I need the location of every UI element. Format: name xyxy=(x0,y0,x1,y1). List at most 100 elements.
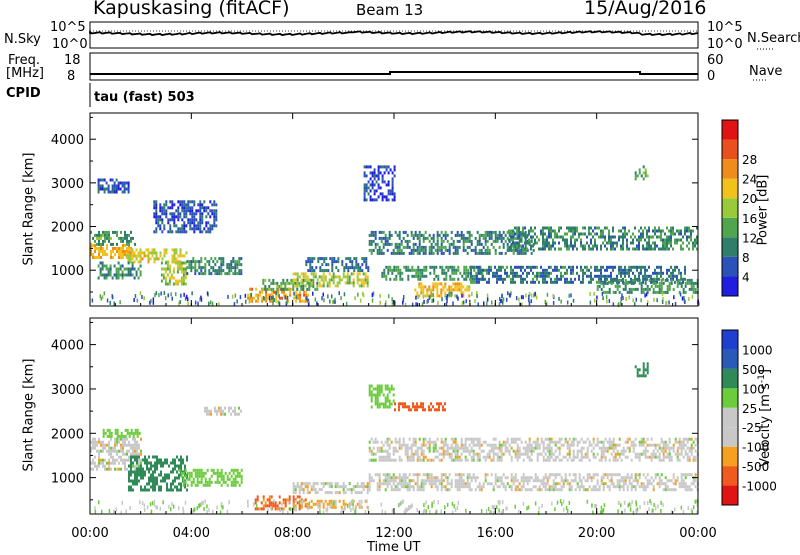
power-cell xyxy=(598,275,600,278)
velocity-cell xyxy=(535,444,537,447)
velocity-cell xyxy=(495,447,497,450)
power-cell xyxy=(132,274,134,277)
power-cell xyxy=(286,282,288,285)
power-cell xyxy=(212,269,214,272)
power-cell xyxy=(347,278,349,281)
power-cell xyxy=(349,281,351,284)
power-cell xyxy=(401,278,403,281)
velocity-cell xyxy=(499,485,501,488)
power-cell xyxy=(180,254,182,257)
power-cell xyxy=(122,185,124,188)
velocity-cell xyxy=(617,482,619,485)
velocity-cell xyxy=(387,485,389,488)
power-region xyxy=(381,266,483,281)
power-cell xyxy=(216,269,218,272)
power-cell xyxy=(632,248,634,251)
power-cell xyxy=(513,249,515,252)
velocity-cell xyxy=(639,485,641,488)
velocity-cell xyxy=(639,459,641,462)
velocity-cell xyxy=(146,468,148,471)
power-cell xyxy=(637,288,639,291)
power-cell xyxy=(672,233,674,236)
power-cell xyxy=(104,240,106,243)
power-cell xyxy=(429,234,431,237)
velocity-cell xyxy=(687,441,689,444)
velocity-cell xyxy=(523,485,525,488)
power-cell xyxy=(379,231,381,234)
velocity-cell xyxy=(515,473,517,476)
velocity-cell xyxy=(126,453,128,456)
velocity-cell xyxy=(233,469,235,472)
power-cell xyxy=(634,236,636,239)
power-cell xyxy=(417,252,419,255)
velocity-cell xyxy=(595,456,597,459)
velocity-cell xyxy=(329,485,331,488)
velocity-cell xyxy=(637,473,639,476)
velocity-cell xyxy=(405,450,407,453)
velocity-cell xyxy=(180,456,182,459)
power-cell xyxy=(662,230,664,233)
power-cell xyxy=(560,236,562,239)
power-cell xyxy=(181,265,183,268)
power-cell xyxy=(472,266,474,269)
power-cell xyxy=(98,243,100,246)
velocity-cell xyxy=(545,459,547,462)
power-cell xyxy=(532,230,534,233)
power-cell xyxy=(397,243,399,246)
power-cell xyxy=(157,215,159,218)
power-cell xyxy=(102,243,104,246)
power-cell xyxy=(157,218,159,221)
power-cell xyxy=(622,227,624,230)
power-cell xyxy=(102,265,104,268)
velocity-cell xyxy=(609,479,611,482)
power-cell xyxy=(335,284,337,287)
power-cell xyxy=(453,240,455,243)
velocity-cell xyxy=(545,485,547,488)
power-cell xyxy=(171,230,173,233)
velocity-cell xyxy=(92,462,94,465)
velocity-cell xyxy=(457,453,459,456)
power-cell xyxy=(487,249,489,252)
velocity-cell xyxy=(185,475,187,478)
power-region xyxy=(508,227,698,251)
power-cell xyxy=(205,206,207,209)
power-cell xyxy=(185,277,187,280)
velocity-cell xyxy=(573,479,575,482)
power-cell xyxy=(580,245,582,248)
power-cell xyxy=(534,233,536,236)
velocity-cell xyxy=(517,459,519,462)
power-cell xyxy=(337,281,339,284)
velocity-cell xyxy=(108,447,110,450)
power-cell xyxy=(608,266,610,269)
power-region xyxy=(161,262,187,286)
power-cell xyxy=(439,246,441,249)
power-cell xyxy=(98,250,100,253)
velocity-cell xyxy=(369,450,371,453)
power-cell xyxy=(181,203,183,206)
velocity-cell xyxy=(479,488,481,491)
power-cell xyxy=(612,248,614,251)
power-cell xyxy=(120,188,122,191)
power-cell xyxy=(102,231,104,234)
power-cell xyxy=(440,291,442,294)
power-cell xyxy=(499,234,501,237)
velocity-cell xyxy=(411,444,413,447)
velocity-cell xyxy=(459,488,461,491)
power-cell xyxy=(132,248,134,251)
power-cell xyxy=(660,236,662,239)
velocity-cell xyxy=(489,450,491,453)
power-cell xyxy=(314,288,316,291)
power-cell xyxy=(445,237,447,240)
velocity-cell xyxy=(469,450,471,453)
velocity-cell xyxy=(445,485,447,488)
power-cell xyxy=(177,230,179,233)
power-cell xyxy=(193,224,195,227)
velocity-cell xyxy=(118,462,120,465)
velocity-cell xyxy=(443,441,445,444)
velocity-cell xyxy=(545,453,547,456)
power-cell xyxy=(496,281,498,284)
power-cell xyxy=(376,180,378,183)
power-cell xyxy=(301,272,303,275)
power-cell xyxy=(592,245,594,248)
velocity-cell xyxy=(477,485,479,488)
